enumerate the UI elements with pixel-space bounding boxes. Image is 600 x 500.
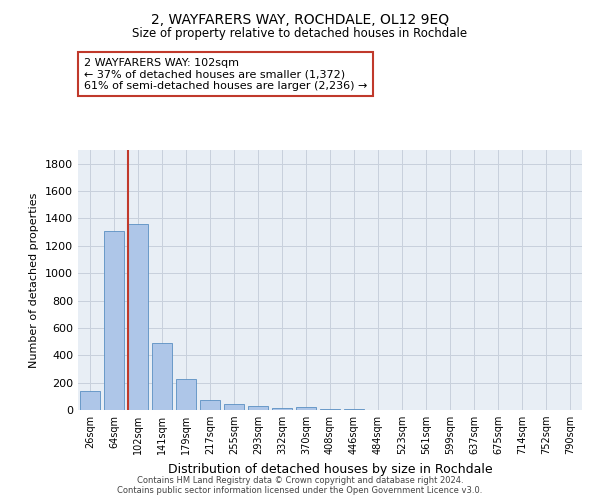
Bar [104,230,124,410]
Bar [272,408,292,410]
Text: Size of property relative to detached houses in Rochdale: Size of property relative to detached ho… [133,28,467,40]
Bar [128,224,148,410]
Bar [320,408,340,410]
Bar [80,391,100,410]
Bar [296,407,316,410]
Text: Contains HM Land Registry data © Crown copyright and database right 2024.
Contai: Contains HM Land Registry data © Crown c… [118,476,482,495]
Text: 2 WAYFARERS WAY: 102sqm
← 37% of detached houses are smaller (1,372)
61% of semi: 2 WAYFARERS WAY: 102sqm ← 37% of detache… [84,58,367,90]
X-axis label: Distribution of detached houses by size in Rochdale: Distribution of detached houses by size … [167,462,493,475]
Bar [224,404,244,410]
Bar [176,379,196,410]
Y-axis label: Number of detached properties: Number of detached properties [29,192,40,368]
Bar [248,406,268,410]
Bar [200,400,220,410]
Bar [152,343,172,410]
Text: 2, WAYFARERS WAY, ROCHDALE, OL12 9EQ: 2, WAYFARERS WAY, ROCHDALE, OL12 9EQ [151,12,449,26]
